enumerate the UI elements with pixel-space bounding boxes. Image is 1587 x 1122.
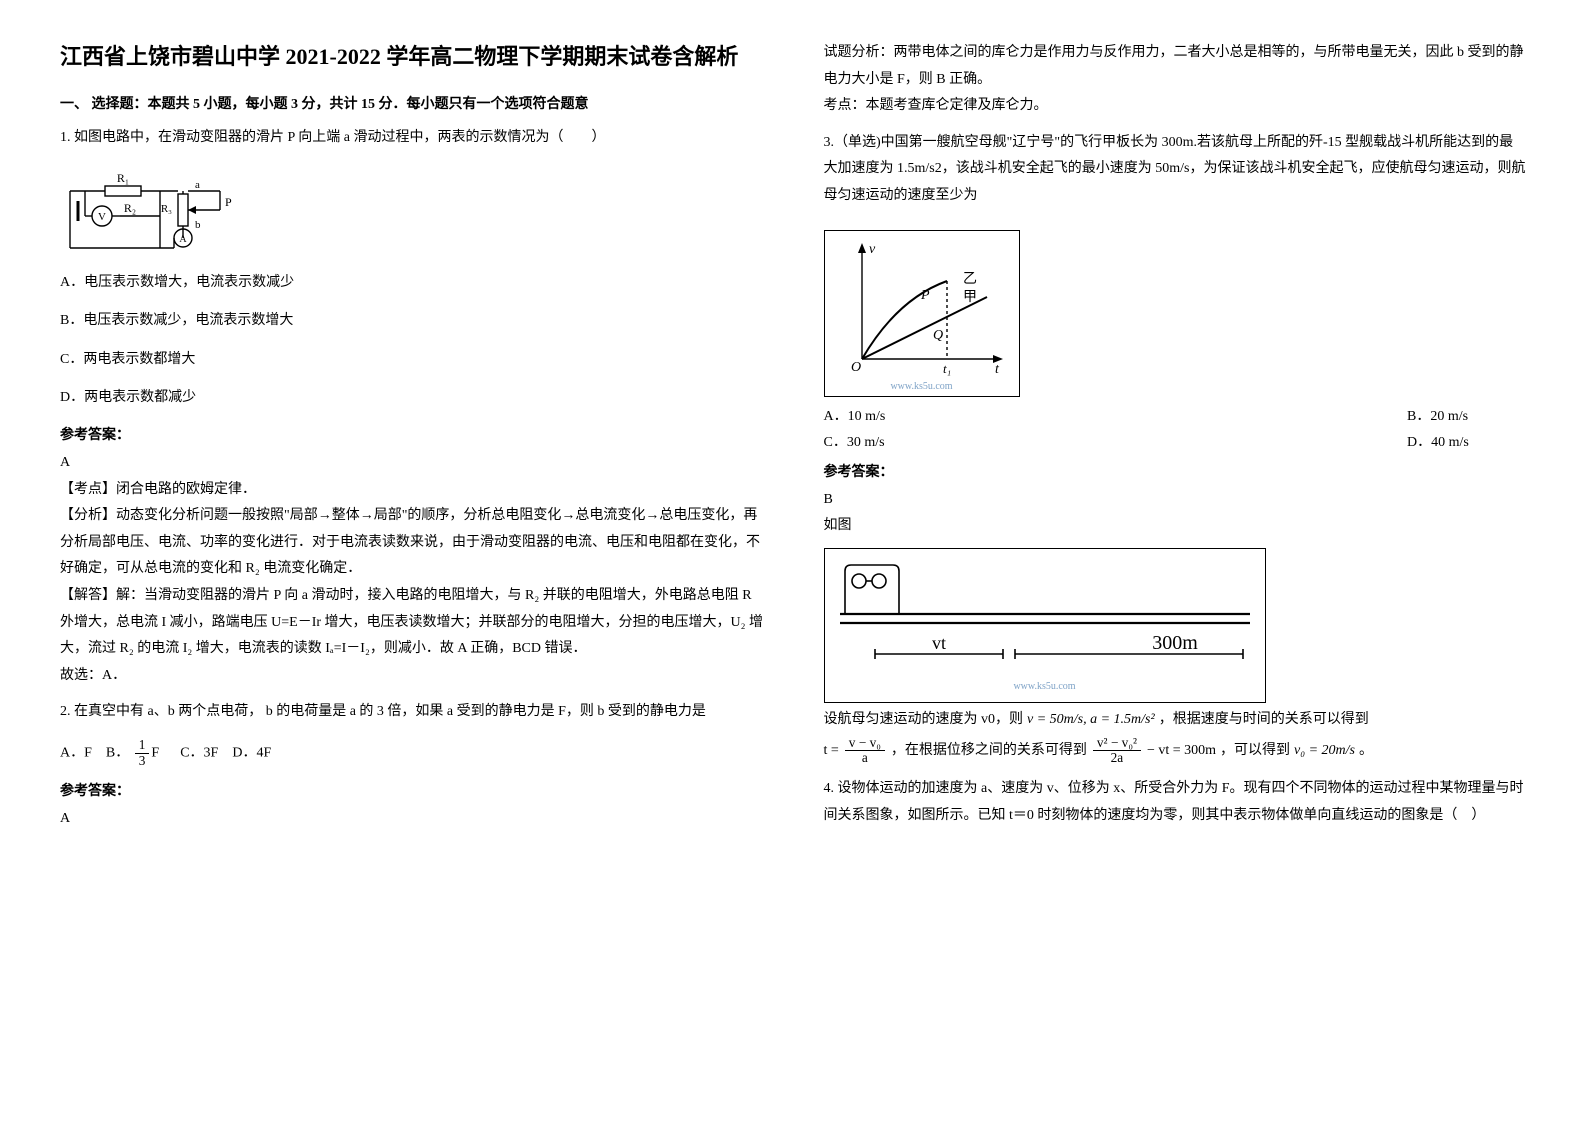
q2-analysis2: 考点：本题考查库仑定律及库仑力。 bbox=[824, 93, 1528, 120]
label-q: Q bbox=[933, 328, 943, 343]
q3-frac2-den: 2a bbox=[1107, 751, 1128, 766]
q3-vt-graph: v O t P Q t₁ 乙 甲 www.ks5u.com bbox=[824, 230, 1020, 397]
q2-opt-c: C．3F bbox=[180, 745, 218, 760]
q3-rutu: 如图 bbox=[824, 513, 1528, 540]
q1-opt-d: D．两电表示数都减少 bbox=[60, 385, 764, 412]
label-v: V bbox=[98, 211, 106, 223]
q3-l1b: ，根据速度与时间的关系可以得到 bbox=[1159, 705, 1369, 736]
q2-opt-b-pre: B． bbox=[106, 745, 129, 760]
label-p: P bbox=[920, 288, 930, 303]
q3-l2c: − vt = 300m bbox=[1147, 736, 1216, 767]
q3-frac1-num: v − v₀ bbox=[845, 736, 885, 752]
label-p: P bbox=[225, 195, 232, 209]
q3-opts-row1: A．10 m/s B．20 m/s bbox=[824, 405, 1528, 425]
q1-jieda1: 【解答】解：当滑动变阻器的滑片 P 向 a 滑动时，接入电路的电阻增大，与 R₂… bbox=[60, 583, 764, 663]
q3-l2b: ，在根据位移之间的关系可得到 bbox=[891, 736, 1087, 767]
q2-answer: A bbox=[60, 806, 764, 833]
q3-formula-line2: t = v − v₀ a ，在根据位移之间的关系可得到 v² − v₀² 2a … bbox=[824, 736, 1528, 767]
q3-opt-b: B．20 m/s bbox=[1407, 405, 1527, 425]
q3-answer: B bbox=[824, 487, 1528, 514]
q2-analysis1: 试题分析：两带电体之间的库仑力是作用力与反作用力，二者大小总是相等的，与所带电量… bbox=[824, 40, 1528, 93]
q3-runway-diagram: vt 300m www.ks5u.com bbox=[824, 548, 1266, 703]
q2-opt-a: A．F bbox=[60, 745, 92, 760]
q1-kaodian: 【考点】闭合电路的欧姆定律． bbox=[60, 477, 764, 504]
watermark-1: www.ks5u.com bbox=[837, 381, 1007, 392]
q2-opt-d: D．4F bbox=[232, 745, 271, 760]
q3-frac1-den: a bbox=[858, 751, 872, 766]
axis-t: t bbox=[995, 362, 1000, 377]
q1-jieda2: 故选：A． bbox=[60, 663, 764, 690]
q2-frac-num: 1 bbox=[135, 738, 150, 754]
right-column: 试题分析：两带电体之间的库仑力是作用力与反作用力，二者大小总是相等的，与所带电量… bbox=[824, 40, 1528, 840]
left-column: 江西省上饶市碧山中学 2021-2022 学年高二物理下学期期末试卷含解析 一、… bbox=[60, 40, 764, 840]
q3-opt-a: A．10 m/s bbox=[824, 405, 1408, 425]
q3-opts-row2: C．30 m/s D．40 m/s bbox=[824, 431, 1528, 451]
label-r3: R₃ bbox=[161, 203, 172, 215]
q2-stem: 2. 在真空中有 a、b 两个点电荷， b 的电荷量是 a 的 3 倍，如果 a… bbox=[60, 699, 764, 726]
q3-frac2: v² − v₀² 2a bbox=[1093, 736, 1141, 766]
label-jia: 甲 bbox=[963, 290, 977, 305]
axis-v: v bbox=[869, 242, 876, 257]
q3-frac1: v − v₀ a bbox=[845, 736, 885, 766]
runway-vt: vt bbox=[931, 633, 945, 653]
q3-opt-c: C．30 m/s bbox=[824, 431, 1408, 451]
label-yi: 乙 bbox=[963, 271, 977, 287]
q4-stem: 4. 设物体运动的加速度为 a、速度为 v、位移为 x、所受合外力为 F。现有四… bbox=[824, 776, 1528, 829]
label-a: a bbox=[195, 179, 200, 191]
q1-opt-c: C．两电表示数都增大 bbox=[60, 347, 764, 374]
q2-answer-label: 参考答案： bbox=[60, 780, 764, 800]
q3-formula-line1: 设航母匀速运动的速度为 v0，则 v = 50m/s, a = 1.5m/s² … bbox=[824, 705, 1528, 736]
q2-opt-b-frac: 1 3 bbox=[135, 738, 150, 768]
q1-circuit-diagram: R₁ V R₂ a R₃ b bbox=[60, 166, 764, 256]
q2-options-row: A．F B． 1 3 F C．3F D．4F bbox=[60, 738, 764, 768]
label-b: b bbox=[195, 219, 201, 231]
q3-l2e: v₀ = 20m/s bbox=[1294, 736, 1355, 767]
q3-l1a: 设航母匀速运动的速度为 v0，则 bbox=[824, 705, 1024, 736]
q3-l1img: v = 50m/s, a = 1.5m/s² bbox=[1027, 705, 1155, 736]
q3-frac2-num: v² − v₀² bbox=[1093, 736, 1141, 752]
q3-opt-d: D．40 m/s bbox=[1407, 431, 1527, 451]
q1-answer: A bbox=[60, 450, 764, 477]
axis-t1: t₁ bbox=[943, 361, 951, 376]
label-a-meter: A bbox=[179, 234, 187, 245]
q2-frac-den: 3 bbox=[135, 754, 150, 769]
q3-answer-label: 参考答案： bbox=[824, 461, 1528, 481]
label-r1: R₁ bbox=[117, 171, 129, 185]
q1-answer-label: 参考答案： bbox=[60, 424, 764, 444]
q1-fenxi: 【分析】动态变化分析问题一般按照"局部→整体→局部"的顺序，分析总电阻变化→总电… bbox=[60, 503, 764, 583]
watermark-2: www.ks5u.com bbox=[835, 681, 1255, 692]
q1-stem: 1. 如图电路中，在滑动变阻器的滑片 P 向上端 a 滑动过程中，两表的示数情况… bbox=[60, 125, 764, 152]
section-heading: 一、 选择题：本题共 5 小题，每小题 3 分，共计 15 分．每小题只有一个选… bbox=[60, 93, 764, 113]
q3-l2f: 。 bbox=[1359, 736, 1373, 767]
axis-o: O bbox=[851, 360, 861, 375]
q3-l2a: t = bbox=[824, 736, 839, 767]
q1-opt-a: A．电压表示数增大，电流表示数减少 bbox=[60, 270, 764, 297]
q3-stem: 3.（单选)中国第一艘航空母舰"辽宁号"的飞行甲板长为 300m.若该航母上所配… bbox=[824, 130, 1528, 210]
q1-opt-b: B．电压表示数减少，电流表示数增大 bbox=[60, 308, 764, 335]
q3-l2d: ，可以得到 bbox=[1220, 736, 1290, 767]
page-title: 江西省上饶市碧山中学 2021-2022 学年高二物理下学期期末试卷含解析 bbox=[60, 40, 764, 73]
label-r2: R₂ bbox=[124, 201, 136, 215]
runway-300m: 300m bbox=[1152, 632, 1198, 654]
q2-frac-tail: F bbox=[151, 745, 159, 760]
